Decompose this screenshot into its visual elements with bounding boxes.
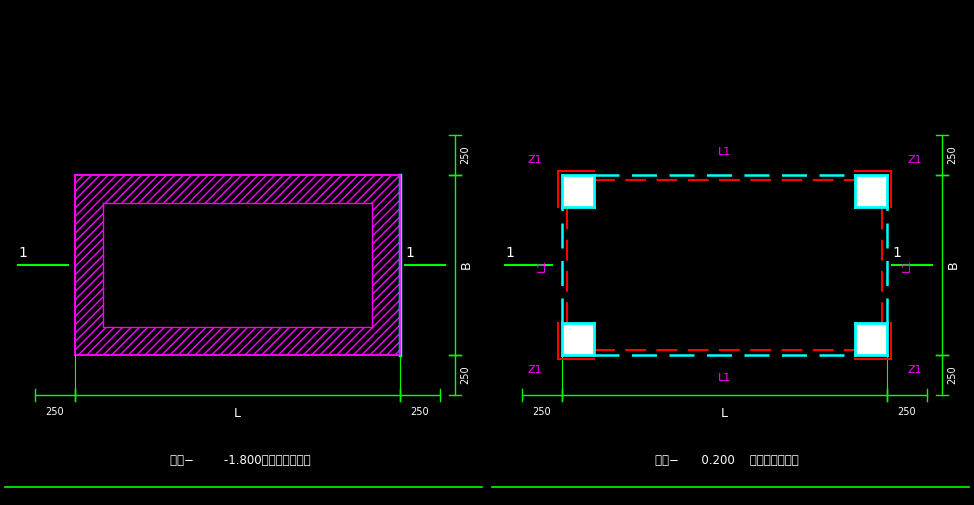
Text: L1: L1 — [718, 373, 731, 383]
Text: 风井−        -1.800标高平面大样图: 风井− -1.800标高平面大样图 — [169, 453, 311, 467]
Text: 1: 1 — [405, 246, 414, 260]
Text: L1: L1 — [902, 259, 912, 272]
Text: B: B — [460, 261, 473, 269]
Text: Z1: Z1 — [527, 365, 542, 375]
Text: L: L — [234, 407, 241, 420]
Bar — [855, 175, 887, 207]
Text: Z1: Z1 — [907, 365, 921, 375]
Text: L1: L1 — [537, 259, 547, 272]
Text: 250: 250 — [460, 366, 470, 384]
Text: 250: 250 — [411, 407, 430, 417]
Bar — [562, 323, 594, 355]
Text: Z1: Z1 — [907, 155, 921, 165]
Text: B: B — [947, 261, 960, 269]
Text: L: L — [721, 407, 728, 420]
Text: 250: 250 — [46, 407, 64, 417]
Text: Z1: Z1 — [527, 155, 542, 165]
Bar — [103, 203, 372, 327]
Bar — [855, 323, 887, 355]
Text: 1: 1 — [505, 246, 514, 260]
Text: L1: L1 — [718, 147, 731, 157]
Text: 250: 250 — [460, 145, 470, 164]
Bar — [562, 175, 594, 207]
Text: 1: 1 — [18, 246, 27, 260]
Text: 250: 250 — [898, 407, 917, 417]
Text: 250: 250 — [947, 145, 957, 164]
Text: 250: 250 — [533, 407, 551, 417]
Bar — [75, 175, 400, 355]
Text: 1: 1 — [892, 246, 901, 260]
Text: 250: 250 — [947, 366, 957, 384]
Text: 风井−      0.200    标高平面大样图: 风井− 0.200 标高平面大样图 — [656, 453, 799, 467]
